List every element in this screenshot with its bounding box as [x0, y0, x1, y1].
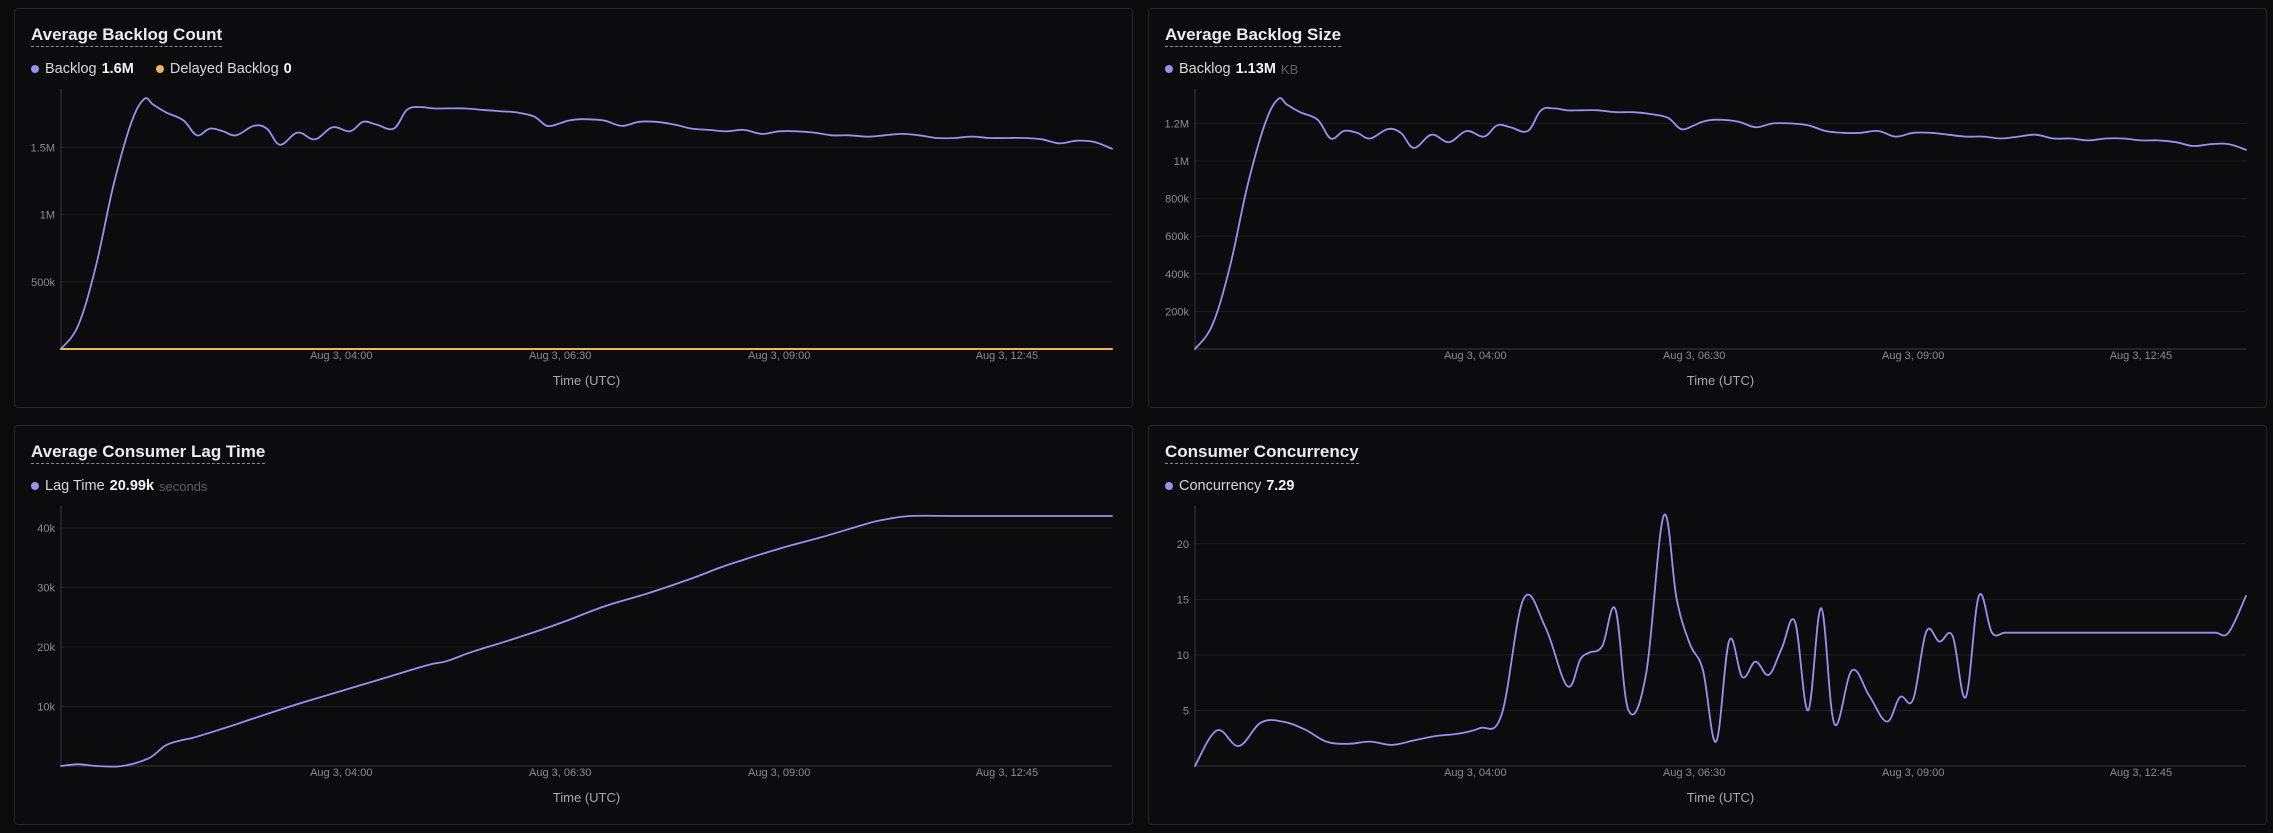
x-tick-label: Aug 3, 09:00 — [748, 350, 810, 362]
y-tick-label: 15 — [1177, 594, 1189, 606]
panel-title[interactable]: Average Backlog Size — [1165, 25, 1342, 47]
legend-value: 20.99k — [109, 478, 155, 494]
legend-value: 1.6M — [101, 61, 134, 77]
legend-item-delayed-backlog[interactable]: Delayed Backlog 0 — [155, 61, 292, 77]
series-line-lag-time[interactable] — [60, 514, 1113, 768]
line-chart[interactable]: 500k 1M 1.5M Aug 3, 04:00 Aug 3, 06:30 Aug 3,… — [15, 9, 1134, 409]
legend: Concurrency 7.29 — [1165, 478, 1294, 494]
series-color-dot — [31, 482, 39, 490]
y-tick-label: 200k — [1165, 306, 1189, 318]
x-tick-label: Aug 3, 12:45 — [2110, 350, 2172, 362]
legend-label: Delayed Backlog — [169, 61, 279, 77]
y-tick-label: 1M — [40, 210, 55, 222]
panel-average-backlog-size: Average Backlog Size Backlog 1.13M KB 20… — [1148, 8, 2267, 408]
x-tick-label: Aug 3, 04:00 — [1444, 767, 1506, 779]
legend: Backlog 1.6M Delayed Backlog 0 — [31, 61, 292, 77]
series-line-backlog[interactable] — [60, 97, 1113, 350]
legend-label: Backlog — [45, 61, 97, 77]
x-axis-label: Time (UTC) — [1687, 373, 1754, 388]
x-axis-label: Time (UTC) — [553, 373, 620, 388]
x-tick-label: Aug 3, 09:00 — [1882, 767, 1944, 779]
legend: Backlog 1.13M KB — [1165, 61, 1298, 77]
legend-item-backlog[interactable]: Backlog 1.13M KB — [1165, 61, 1298, 77]
y-tick-label: 5 — [1183, 705, 1189, 717]
x-tick-label: Aug 3, 12:45 — [2110, 767, 2172, 779]
x-axis-label: Time (UTC) — [553, 790, 620, 805]
legend-label: Concurrency — [1179, 478, 1262, 494]
y-tick-label: 10 — [1177, 650, 1189, 662]
x-tick-label: Aug 3, 04:00 — [310, 767, 372, 779]
line-chart[interactable]: 10k 20k 30k 40k Aug 3, 04:00 Aug 3, 06:30 Aug … — [15, 426, 1134, 826]
x-axis-label: Time (UTC) — [1687, 790, 1754, 805]
legend-item-lag-time[interactable]: Lag Time 20.99k seconds — [31, 478, 207, 494]
x-tick-label: Aug 3, 04:00 — [310, 350, 372, 362]
series-color-dot — [1165, 65, 1173, 73]
series-color-dot — [155, 65, 164, 73]
panel-average-backlog-count: Average Backlog Count Backlog 1.6M Delay… — [14, 8, 1133, 408]
panel-title[interactable]: Consumer Concurrency — [1165, 442, 1359, 464]
y-tick-label: 40k — [37, 523, 55, 535]
series-color-dot — [31, 65, 39, 73]
y-tick-label: 10k — [37, 701, 55, 713]
panel-title[interactable]: Average Consumer Lag Time — [31, 442, 266, 464]
legend-item-concurrency[interactable]: Concurrency 7.29 — [1165, 478, 1294, 494]
y-tick-label: 30k — [37, 582, 55, 594]
line-chart[interactable]: 5 10 15 20 Aug 3, 04:00 Aug 3, 06:30 Aug 3, 09… — [1149, 426, 2268, 826]
legend: Lag Time 20.99k seconds — [31, 478, 207, 494]
legend-item-backlog[interactable]: Backlog 1.6M — [31, 61, 134, 77]
y-tick-label: 600k — [1165, 231, 1189, 243]
legend-unit: seconds — [159, 478, 208, 494]
line-chart[interactable]: 200k 400k 600k 800k 1M 1.2M Aug 3, 04:00 Aug 3,… — [1149, 9, 2268, 409]
y-tick-label: 500k — [31, 277, 55, 289]
x-tick-label: Aug 3, 12:45 — [976, 350, 1038, 362]
x-tick-label: Aug 3, 09:00 — [748, 767, 810, 779]
series-line-concurrency[interactable] — [1194, 513, 2247, 767]
legend-value: 0 — [283, 61, 292, 77]
panel-title[interactable]: Average Backlog Count — [31, 25, 223, 47]
panel-average-consumer-lag-time: Average Consumer Lag Time Lag Time 20.99… — [14, 425, 1133, 825]
x-tick-label: Aug 3, 06:30 — [1663, 767, 1725, 779]
x-tick-label: Aug 3, 04:00 — [1444, 350, 1506, 362]
legend-unit: KB — [1280, 61, 1299, 77]
y-tick-label: 20 — [1177, 539, 1189, 551]
series-line-backlog[interactable] — [1194, 97, 2247, 350]
legend-value: 7.29 — [1266, 478, 1295, 494]
x-tick-label: Aug 3, 12:45 — [976, 767, 1038, 779]
series-color-dot — [1165, 482, 1173, 490]
y-tick-label: 1.5M — [31, 142, 55, 154]
x-tick-label: Aug 3, 06:30 — [529, 767, 591, 779]
legend-label: Backlog — [1179, 61, 1231, 77]
y-tick-label: 1M — [1174, 156, 1189, 168]
panel-consumer-concurrency: Consumer Concurrency Concurrency 7.29 5 1… — [1148, 425, 2267, 825]
x-tick-label: Aug 3, 09:00 — [1882, 350, 1944, 362]
y-tick-label: 20k — [37, 642, 55, 654]
legend-label: Lag Time — [45, 478, 105, 494]
y-tick-label: 1.2M — [1165, 118, 1189, 130]
x-tick-label: Aug 3, 06:30 — [1663, 350, 1725, 362]
y-tick-label: 800k — [1165, 194, 1189, 206]
y-tick-label: 400k — [1165, 269, 1189, 281]
legend-value: 1.13M — [1235, 61, 1276, 77]
x-tick-label: Aug 3, 06:30 — [529, 350, 591, 362]
